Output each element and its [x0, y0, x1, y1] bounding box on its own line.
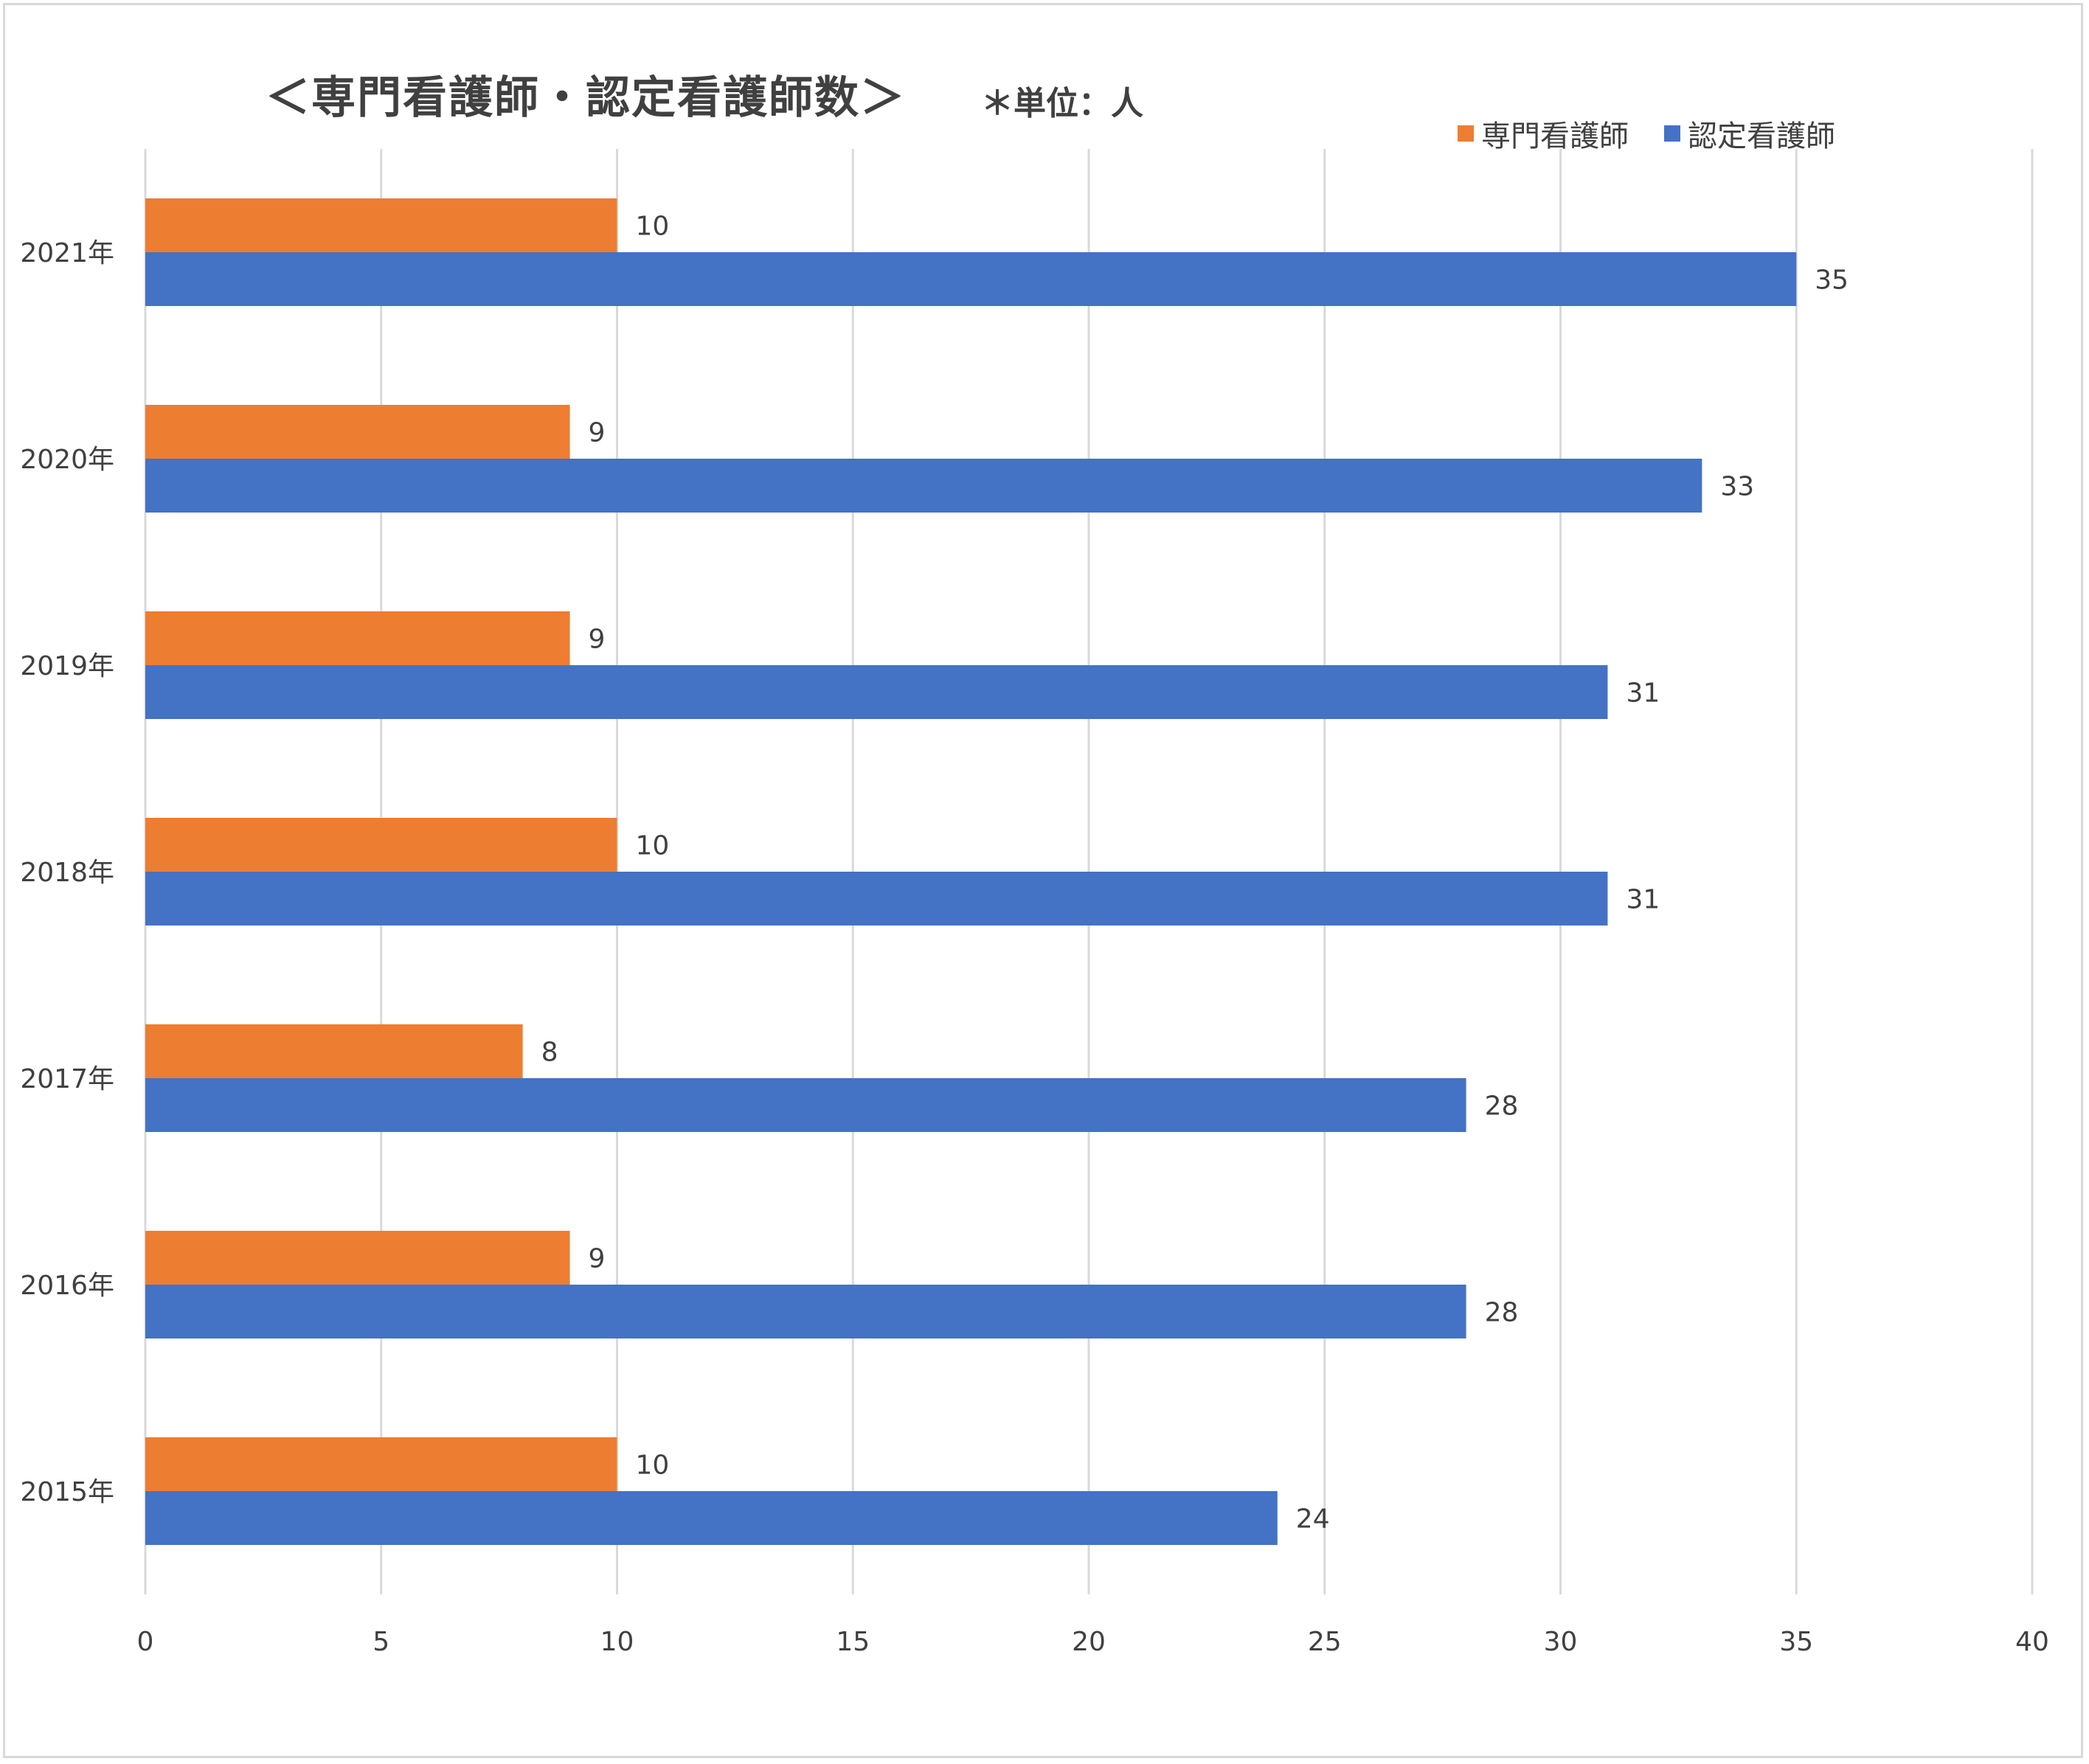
x-tick-label: 5 [373, 1627, 389, 1657]
x-tick-label: 30 [1544, 1627, 1578, 1657]
data-label: 9 [589, 418, 606, 448]
x-tick-label: 10 [600, 1627, 634, 1657]
data-label: 28 [1485, 1091, 1519, 1122]
y-tick-label: 2016年 [20, 1271, 114, 1301]
data-label: 8 [541, 1038, 558, 1068]
data-label: 31 [1626, 678, 1660, 709]
bar [145, 1078, 1466, 1132]
legend-label-nintei: 認定看護師 [1688, 119, 1835, 153]
unit-note: ＊単位：人 [981, 85, 1143, 122]
x-tick-label: 25 [1308, 1627, 1342, 1657]
bar [145, 872, 1608, 926]
bar [145, 1437, 617, 1491]
data-label: 9 [589, 625, 606, 655]
bar [145, 1231, 570, 1285]
bar [145, 198, 617, 252]
y-tick-label: 2021年 [20, 238, 114, 268]
x-tick-label: 0 [137, 1627, 154, 1657]
legend-label-senmon: 専門看護師 [1481, 119, 1629, 153]
y-tick-label: 2017年 [20, 1064, 114, 1094]
bar [145, 1491, 1278, 1545]
y-tick-label: 2015年 [20, 1477, 114, 1507]
legend-item-nintei: 認定看護師 [1664, 112, 1835, 155]
bar [145, 405, 570, 459]
y-tick-label: 2018年 [20, 858, 114, 888]
data-label: 9 [589, 1244, 606, 1274]
legend: 専門看護師 認定看護師 [1458, 112, 1871, 155]
bar [145, 665, 1608, 719]
x-tick-label: 35 [1779, 1627, 1813, 1657]
bar [145, 1024, 523, 1078]
bar [145, 459, 1702, 513]
x-tick-label: 15 [836, 1627, 870, 1657]
data-label: 10 [636, 831, 670, 861]
chart-title: ＜専門看護師・認定看護師数＞ [266, 72, 906, 124]
y-tick-label: 2020年 [20, 445, 114, 475]
data-label: 35 [1815, 265, 1849, 296]
x-tick-label: 40 [2015, 1627, 2049, 1657]
data-label: 10 [636, 1451, 670, 1481]
data-label: 31 [1626, 885, 1660, 915]
bar [145, 611, 570, 665]
y-tick-label: 2019年 [20, 651, 114, 681]
data-label: 10 [636, 212, 670, 242]
bar [145, 252, 1797, 306]
data-label: 24 [1296, 1504, 1330, 1535]
data-label: 28 [1485, 1298, 1519, 1328]
legend-item-senmon: 専門看護師 [1458, 112, 1629, 155]
data-label: 33 [1720, 472, 1754, 502]
legend-swatch-senmon [1458, 125, 1474, 142]
legend-swatch-nintei [1664, 125, 1680, 142]
bar [145, 818, 617, 872]
x-tick-label: 20 [1072, 1627, 1106, 1657]
bar [145, 1285, 1466, 1338]
